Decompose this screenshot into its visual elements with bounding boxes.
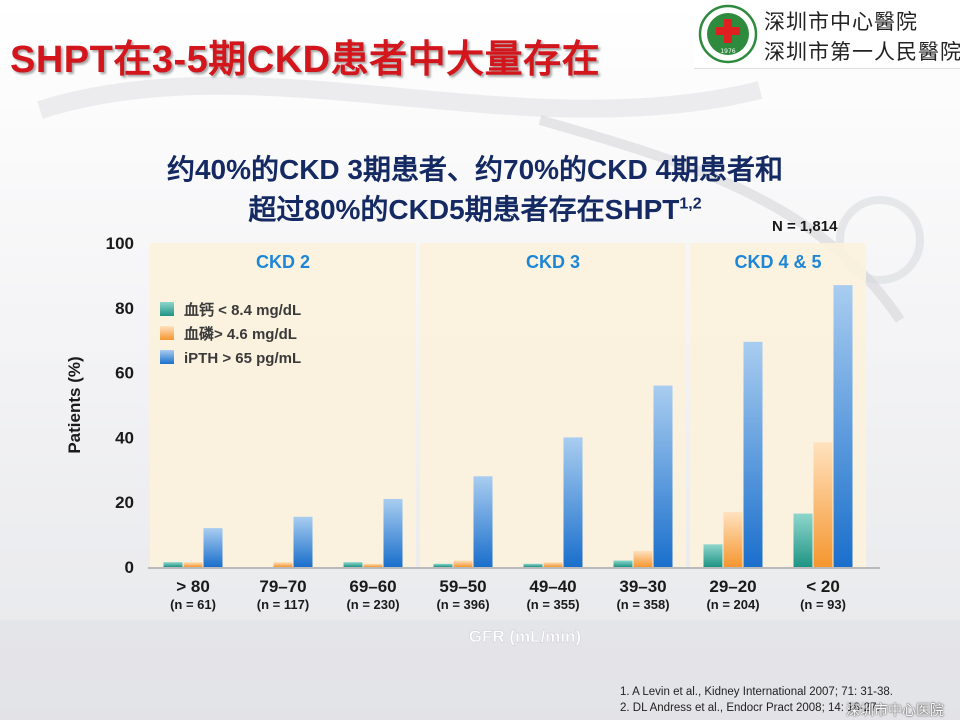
bar-3-8 xyxy=(833,285,853,567)
bar-2-1 xyxy=(183,562,203,567)
bar-3-1 xyxy=(203,528,223,567)
bar-1-6 xyxy=(613,560,633,567)
x-tick-n-label: (n = 117) xyxy=(257,597,309,612)
references: 1. A Levin et al., Kidney International … xyxy=(620,684,893,716)
x-tick-label: 39–30 xyxy=(619,577,666,596)
emblem-year: 1976 xyxy=(720,48,735,55)
bar-3-5 xyxy=(563,437,583,567)
y-axis-title: Patients (%) xyxy=(65,356,84,453)
bar-1-8 xyxy=(793,513,813,567)
bar-2-3 xyxy=(363,563,383,567)
hospital-name-2: 深圳市第一人民醫院 xyxy=(764,40,960,64)
legend-swatch-2 xyxy=(160,326,174,340)
bar-3-7 xyxy=(743,341,763,567)
y-tick-label: 0 xyxy=(125,558,134,577)
y-tick-label: 80 xyxy=(115,299,134,318)
legend-swatch-3 xyxy=(160,350,174,364)
x-tick-n-label: (n = 396) xyxy=(436,597,489,612)
bar-3-2 xyxy=(293,516,313,567)
hospital-emblem-icon: 1976 xyxy=(698,4,758,64)
reference-2: 2. DL Andress et al., Endocr Pract 2008;… xyxy=(620,702,880,714)
bar-3-3 xyxy=(383,498,403,567)
bar-2-2 xyxy=(273,562,293,567)
slide-title: SHPT在3-5期CKD患者中大量存在 xyxy=(10,39,601,81)
sample-size-total: N = 1,814 xyxy=(772,218,838,235)
bar-3-4 xyxy=(473,476,493,567)
legend-swatch-1 xyxy=(160,302,174,316)
legend-label-2: 血磷> 4.6 mg/dL xyxy=(184,325,297,343)
x-tick-label: 69–60 xyxy=(349,577,396,596)
y-tick-label: 20 xyxy=(115,493,134,512)
bar-2-6 xyxy=(633,550,653,567)
stage-panel-2 xyxy=(420,243,686,567)
x-tick-label: 79–70 xyxy=(259,577,306,596)
headline-line-2: 超过80%的CKD5期患者存在SHPT1,2 xyxy=(90,188,860,228)
watermark: 深圳市中心医院 xyxy=(846,702,944,718)
bar-1-4 xyxy=(433,563,453,567)
x-tick-label: 49–40 xyxy=(529,577,576,596)
headline-line-1: 约40%的CKD 3期患者、约70%的CKD 4期患者和 xyxy=(166,154,784,185)
bar-3-6 xyxy=(653,385,673,567)
bar-2-8 xyxy=(813,442,833,567)
bar-1-3 xyxy=(343,562,363,567)
x-tick-n-label: (n = 230) xyxy=(346,597,399,612)
hospital-logo: 1976 深圳市中心醫院 深圳市第一人民醫院 xyxy=(694,0,960,69)
x-tick-n-label: (n = 358) xyxy=(616,597,669,612)
bar-1-7 xyxy=(703,544,723,567)
stage-panel-1 xyxy=(150,243,416,567)
x-tick-n-label: (n = 355) xyxy=(526,597,579,612)
bar-2-5 xyxy=(543,562,563,567)
bar-2-7 xyxy=(723,511,743,567)
bar-2-4 xyxy=(453,560,473,567)
legend-label-3: iPTH > 65 pg/mL xyxy=(184,350,301,367)
hospital-name-1: 深圳市中心醫院 xyxy=(764,10,918,34)
x-axis-title: GFR (mL/min) xyxy=(469,627,581,646)
x-tick-n-label: (n = 61) xyxy=(170,597,216,612)
x-tick-n-label: (n = 93) xyxy=(800,597,846,612)
headline-superscript: 1,2 xyxy=(679,195,702,213)
x-tick-label: 59–50 xyxy=(439,577,486,596)
x-tick-label: 29–20 xyxy=(709,577,756,596)
y-tick-label: 60 xyxy=(115,364,134,383)
y-tick-label: 100 xyxy=(106,234,134,253)
stage-label-2: CKD 3 xyxy=(526,252,580,272)
bar-1-5 xyxy=(523,563,543,567)
x-tick-label: < 20 xyxy=(806,577,840,596)
x-tick-label: > 80 xyxy=(176,577,210,596)
y-tick-label: 40 xyxy=(115,428,134,447)
x-tick-n-label: (n = 204) xyxy=(706,597,759,612)
stage-label-1: CKD 2 xyxy=(256,252,310,272)
legend-label-1: 血钙 < 8.4 mg/dL xyxy=(184,301,301,319)
stage-label-3: CKD 4 & 5 xyxy=(734,252,821,272)
bar-1-1 xyxy=(163,562,183,567)
headline-line-2-text: 超过80%的CKD5期患者存在SHPT xyxy=(248,194,680,225)
reference-1: 1. A Levin et al., Kidney International … xyxy=(620,686,894,698)
